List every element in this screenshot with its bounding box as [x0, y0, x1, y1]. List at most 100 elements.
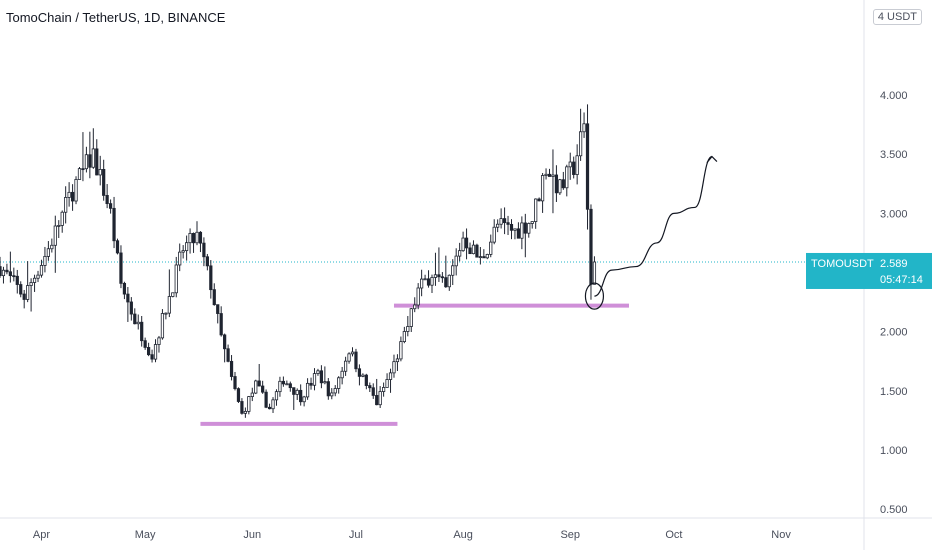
- candle-body: [202, 242, 206, 258]
- y-tick-label: 2.000: [880, 327, 908, 339]
- candle-body: [343, 360, 348, 372]
- y-tick-label: 4.000: [880, 90, 908, 102]
- price-tag: TOMOUSDT 2.589 05:47:14: [806, 252, 932, 289]
- candle-body: [416, 287, 420, 306]
- candle-body: [430, 277, 434, 286]
- projection-curve: [594, 155, 713, 297]
- candle-body: [582, 123, 586, 133]
- candle-body: [305, 382, 310, 398]
- candles: [0, 104, 597, 418]
- candle-body: [57, 225, 61, 227]
- candle-body: [115, 240, 120, 254]
- unit-badge[interactable]: 4 USDT: [872, 9, 922, 25]
- candle-body: [32, 277, 37, 283]
- candle-body: [257, 380, 261, 387]
- candle-body: [219, 313, 223, 336]
- y-tick-label: 1.500: [880, 386, 908, 398]
- candle-body: [368, 385, 372, 389]
- candle-body: [364, 374, 368, 386]
- candle-body: [540, 175, 545, 202]
- candle-body: [492, 226, 496, 243]
- y-tick-label: 1.000: [880, 445, 908, 457]
- price-tag-symbol: TOMOUSDT: [811, 258, 874, 270]
- candle-body: [264, 391, 268, 408]
- y-tick-label: 0.500: [880, 504, 908, 516]
- candle-body: [499, 218, 503, 225]
- candle-body: [102, 169, 106, 196]
- candle-body: [585, 123, 590, 210]
- candle-body: [485, 254, 489, 259]
- candle-body: [212, 289, 216, 306]
- candle-body: [240, 401, 244, 414]
- candle-body: [39, 265, 44, 276]
- candle-body: [153, 344, 158, 360]
- candle-body: [323, 381, 327, 384]
- candle-body: [167, 296, 171, 314]
- candle-body: [413, 304, 417, 310]
- candle-body: [592, 261, 597, 285]
- candle-body: [409, 308, 413, 327]
- x-tick-label: Apr: [33, 529, 50, 541]
- candle-body: [309, 382, 313, 386]
- candle-body: [233, 376, 237, 390]
- candle-body: [357, 368, 362, 377]
- candle-body: [496, 223, 500, 228]
- candle-body: [5, 269, 9, 273]
- candle-body: [198, 231, 203, 244]
- x-tick-label: Nov: [771, 529, 791, 541]
- price-tag-value: 2.589: [880, 258, 908, 270]
- candle-body: [395, 358, 400, 363]
- candle-body: [271, 399, 275, 410]
- candle-body: [578, 131, 583, 157]
- candle-body: [267, 406, 272, 410]
- candle-body: [205, 256, 209, 267]
- candle-body: [575, 155, 579, 175]
- price-tag-box: [806, 252, 932, 289]
- candle-body: [91, 148, 95, 168]
- candle-body: [326, 381, 330, 397]
- candle-body: [95, 148, 99, 176]
- candle-body: [22, 293, 26, 300]
- candle-body: [423, 278, 427, 281]
- candle-body: [378, 391, 382, 406]
- candle-body: [516, 228, 521, 239]
- candle-body: [347, 353, 351, 362]
- candle-body: [502, 218, 507, 224]
- candle-body: [112, 207, 116, 242]
- candle-body: [565, 166, 569, 189]
- x-tick-label: Aug: [453, 529, 473, 541]
- candle-body: [340, 370, 344, 379]
- candle-body: [60, 211, 64, 226]
- candle-body: [371, 387, 375, 396]
- chart-title: TomoChain / TetherUS, 1D, BINANCE: [6, 10, 226, 25]
- candle-body: [195, 231, 199, 244]
- candle-body: [547, 173, 552, 177]
- candle-body: [292, 387, 296, 395]
- candle-body: [561, 179, 565, 189]
- x-tick-label: Jul: [349, 529, 363, 541]
- candle-body: [281, 380, 286, 385]
- candle-body: [19, 284, 23, 295]
- candle-body: [333, 388, 337, 394]
- y-tick-label: 3.500: [880, 149, 908, 161]
- candle-body: [392, 361, 396, 374]
- candle-body: [36, 274, 40, 279]
- candle-body: [8, 271, 12, 277]
- candle-body: [0, 266, 2, 277]
- candle-body: [388, 372, 393, 380]
- candle-body: [278, 380, 282, 393]
- candle-body: [433, 274, 438, 278]
- candle-body: [129, 301, 133, 315]
- y-tick-label: 3.000: [880, 208, 908, 220]
- candle-body: [520, 222, 524, 239]
- candle-body: [451, 265, 455, 276]
- candle-body: [191, 232, 196, 244]
- x-tick-label: May: [135, 529, 156, 541]
- candle-body: [157, 337, 161, 345]
- candle-body: [146, 347, 151, 356]
- candle-body: [133, 313, 137, 325]
- candle-body: [171, 292, 175, 297]
- candle-body: [136, 321, 140, 325]
